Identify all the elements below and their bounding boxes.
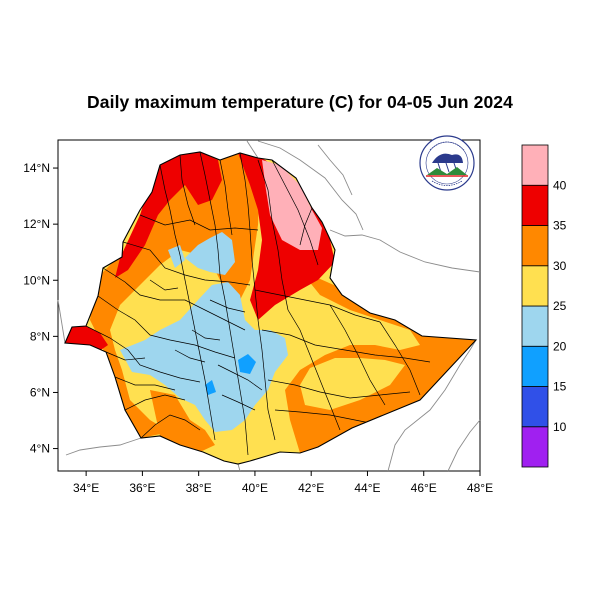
zone-35-40-northwest [115, 152, 222, 278]
colorbar-bin [521, 184, 549, 226]
colorbar-label: 35 [553, 219, 567, 233]
zone-30-35-west [90, 152, 260, 438]
x-tick-label: 38°E [186, 481, 212, 495]
zone-above-40-danakil [262, 160, 322, 250]
colorbar-label: 40 [553, 178, 567, 192]
colorbar-bin [521, 265, 549, 307]
neighbour-borders [57, 140, 481, 472]
y-tick-label: 6°N [30, 385, 50, 399]
zone-35-40-gambella [65, 326, 108, 352]
colorbar-bin [521, 345, 549, 387]
country-outline [64, 151, 478, 465]
zone-15-20-core-2 [205, 380, 216, 395]
x-tick-label: 48°E [467, 481, 493, 495]
zone-15-20-core-1 [238, 354, 256, 374]
zone-20-25-highlands [120, 282, 288, 432]
zone-20-25-north [185, 232, 235, 275]
x-tick-label: 36°E [129, 481, 155, 495]
map-title: Daily maximum temperature (C) for 04-05 … [87, 92, 513, 112]
y-tick-label: 12°N [23, 217, 50, 231]
colorbar-label: 20 [553, 339, 567, 353]
zone-20-25-tana [168, 245, 185, 268]
colorbar-bin [521, 305, 549, 347]
colorbar-label: 30 [553, 259, 567, 273]
admin-boundaries [85, 152, 431, 456]
x-tick-label: 44°E [354, 481, 380, 495]
y-tick-label: 4°N [30, 442, 50, 456]
colorbar-legend: 10 15 20 25 30 35 40 [521, 144, 567, 468]
colorbar-bin [521, 225, 549, 267]
y-axis: 4°N 6°N 8°N 10°N 12°N 14°N [23, 161, 58, 456]
x-tick-label: 34°E [73, 481, 99, 495]
x-axis: 34°E 36°E 38°E 40°E 42°E 44°E 46°E 48°E [73, 471, 493, 495]
x-tick-label: 46°E [411, 481, 437, 495]
x-tick-label: 40°E [242, 481, 268, 495]
agency-logo [419, 135, 475, 191]
zone-30-35-south [150, 390, 215, 452]
y-tick-label: 8°N [30, 329, 50, 343]
colorbar-label: 25 [553, 299, 567, 313]
colorbar-bin [521, 426, 549, 468]
colorbar-label: 10 [553, 420, 567, 434]
y-tick-label: 10°N [23, 273, 50, 287]
zone-25-30-east-inner [300, 358, 405, 410]
colorbar-bin [521, 144, 549, 186]
colorbar-label: 15 [553, 380, 567, 394]
y-tick-label: 14°N [23, 161, 50, 175]
colorbar-bin [521, 386, 549, 428]
x-tick-label: 42°E [298, 481, 324, 495]
